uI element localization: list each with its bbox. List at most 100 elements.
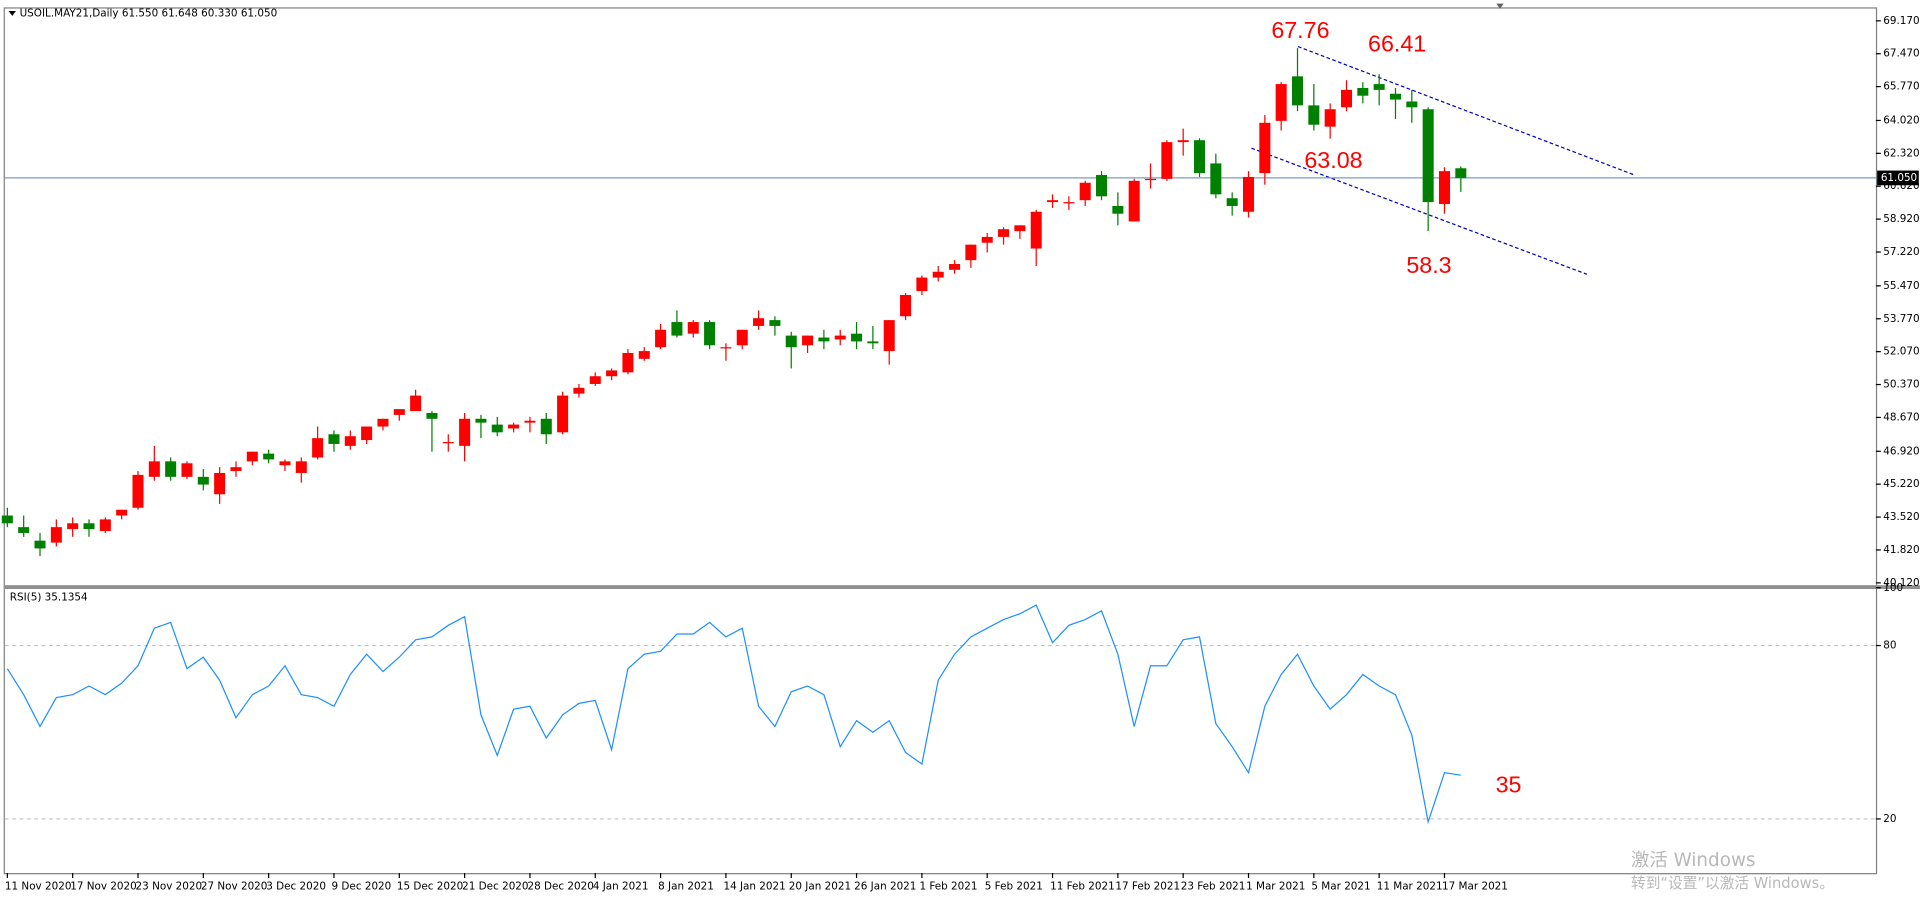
candle-body xyxy=(1455,168,1467,178)
trend-line-lower xyxy=(1251,147,1588,275)
candle-body xyxy=(867,341,879,344)
candle-body xyxy=(1406,101,1418,108)
candle-body xyxy=(18,527,30,533)
candle-body xyxy=(344,436,356,446)
candle-body xyxy=(410,395,422,412)
candle-body xyxy=(704,322,716,346)
price-annotation: 66.41 xyxy=(1368,30,1426,56)
candle-body xyxy=(932,271,944,278)
candle-body xyxy=(83,523,95,530)
shift-marker xyxy=(1496,3,1504,9)
y-tick-label: 20 xyxy=(1883,813,1896,825)
x-tick-label: 5 Mar 2021 xyxy=(1311,881,1370,893)
candle-body xyxy=(1030,211,1042,249)
y-tick-label: 65.770 xyxy=(1883,81,1919,93)
y-tick-label: 43.520 xyxy=(1883,511,1919,523)
y-tick-label: 50.370 xyxy=(1883,379,1919,391)
candle-body xyxy=(295,461,307,473)
x-tick-label: 5 Feb 2021 xyxy=(985,881,1043,893)
x-tick-label: 21 Dec 2020 xyxy=(462,881,528,893)
x-tick-label: 8 Jan 2021 xyxy=(658,881,714,893)
x-tick-label: 11 Feb 2021 xyxy=(1050,881,1115,893)
candle-body xyxy=(393,409,405,415)
candle-body xyxy=(1373,84,1385,90)
chart-title: USOIL.MAY21,Daily 61.550 61.648 60.330 6… xyxy=(20,7,278,19)
candle-body xyxy=(540,418,552,435)
candle-body xyxy=(181,463,193,477)
candle-body xyxy=(34,540,46,549)
candle-body xyxy=(1,515,13,524)
candle-body xyxy=(573,387,585,394)
x-tick-label: 23 Nov 2020 xyxy=(136,881,203,893)
x-tick-label: 27 Nov 2020 xyxy=(201,881,268,893)
candle-body xyxy=(818,337,830,342)
current-price-label: 61.050 xyxy=(1881,172,1917,184)
candle-body xyxy=(1063,202,1075,204)
candle-body xyxy=(671,322,683,336)
y-tick-label: 53.770 xyxy=(1883,313,1919,325)
candle-body xyxy=(50,527,62,543)
candle-body xyxy=(426,412,438,419)
candle-body xyxy=(1145,178,1157,181)
x-tick-label: 20 Jan 2021 xyxy=(789,881,851,893)
candle-body xyxy=(785,335,797,348)
candle-body xyxy=(508,424,520,429)
x-tick-label: 3 Dec 2020 xyxy=(266,881,326,893)
candle-body xyxy=(1210,163,1222,195)
candle-body xyxy=(312,438,324,458)
candle-body xyxy=(851,333,863,342)
candle-body xyxy=(1226,198,1238,206)
candle-body xyxy=(1047,200,1059,203)
candle-body xyxy=(1128,180,1140,222)
candle-body xyxy=(1357,87,1369,96)
x-tick-label: 1 Mar 2021 xyxy=(1246,881,1305,893)
candle-body xyxy=(99,519,111,532)
candle-body xyxy=(1177,140,1189,143)
price-annotation: 67.76 xyxy=(1271,17,1329,43)
candle-body xyxy=(214,472,226,495)
y-tick-label: 62.320 xyxy=(1883,147,1919,159)
candle-body xyxy=(1340,89,1353,108)
candle-body xyxy=(279,461,291,466)
candle-body xyxy=(1243,176,1255,212)
candle-body xyxy=(736,329,748,346)
x-tick-label: 1 Feb 2021 xyxy=(919,881,977,893)
candle-body xyxy=(834,335,846,340)
candle-body xyxy=(1308,105,1320,125)
candle-body xyxy=(1079,182,1091,201)
candle-body xyxy=(67,523,79,530)
title-marker xyxy=(8,11,16,16)
candle-body xyxy=(606,370,618,377)
y-tick-label: 80 xyxy=(1883,640,1896,652)
candle-body xyxy=(328,434,340,444)
candle-body xyxy=(1275,84,1287,121)
candle-body xyxy=(1014,225,1026,232)
x-tick-label: 4 Jan 2021 xyxy=(593,881,649,893)
candles xyxy=(1,48,1467,557)
x-tick-label: 17 Mar 2021 xyxy=(1442,881,1508,893)
candle-body xyxy=(638,351,650,359)
candle-body xyxy=(1324,109,1336,127)
y-tick-label: 55.470 xyxy=(1883,280,1919,292)
x-tick-label: 26 Jan 2021 xyxy=(854,881,916,893)
rsi-annotation: 35 xyxy=(1496,771,1522,797)
candle-body xyxy=(720,347,732,349)
x-tick-label: 17 Feb 2021 xyxy=(1115,881,1180,893)
y-tick-label: 100 xyxy=(1883,582,1903,594)
current-price-box xyxy=(1877,170,1919,186)
candle-body xyxy=(1112,205,1124,214)
candle-body xyxy=(165,461,177,477)
watermark-text: 转到“设置”以激活 Windows。 xyxy=(1631,875,1834,892)
y-tick-label: 48.670 xyxy=(1883,411,1919,423)
trend-line-upper xyxy=(1297,45,1635,176)
rsi-line xyxy=(6,604,1461,825)
candle-body xyxy=(949,264,961,270)
y-tick-label: 69.170 xyxy=(1883,15,1919,27)
candle-body xyxy=(1161,142,1173,179)
candle-body xyxy=(230,467,242,472)
x-tick-label: 14 Jan 2021 xyxy=(723,881,785,893)
candle-body xyxy=(687,322,699,334)
